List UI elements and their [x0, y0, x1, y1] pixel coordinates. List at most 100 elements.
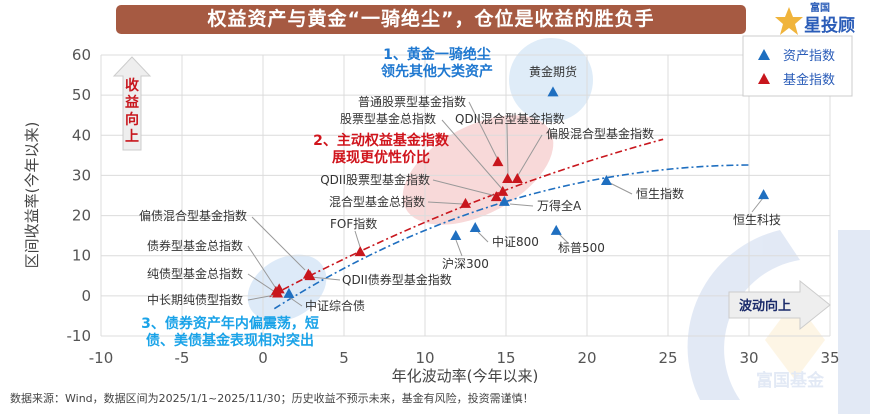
y-axis-label: 区间收益率(今年以来) — [23, 122, 41, 269]
asset-index-point — [758, 189, 770, 200]
annotation-text: 3、债券资产年内偏震荡，短 — [141, 315, 319, 332]
leader-line — [247, 294, 276, 301]
asset-index-point — [550, 224, 562, 235]
annotation-text: 领先其他大类资产 — [381, 63, 493, 80]
y-tick-label: 40 — [72, 126, 91, 144]
leader-line — [432, 179, 497, 197]
point-label: 债券型基金总指数 — [147, 238, 243, 253]
logo: 富国 星投顾 — [770, 2, 865, 38]
leader-line — [441, 119, 504, 191]
x-tick-label: 0 — [258, 349, 268, 367]
fund-index-point — [354, 246, 366, 257]
x-tick-label: 35 — [820, 349, 839, 367]
fund-index-point — [497, 185, 509, 196]
fund-index-point — [511, 173, 523, 184]
point-label: 偏债混合型基金指数 — [139, 208, 247, 223]
asset-index-point — [600, 175, 612, 186]
leader-line — [468, 101, 499, 161]
point-label: 标普500 — [558, 241, 605, 255]
leader-line — [288, 296, 303, 307]
x-tick-label: -5 — [175, 349, 190, 367]
gold-highlight — [509, 38, 593, 122]
fund-index-point — [460, 197, 471, 208]
point-label: FOF指数 — [330, 216, 377, 231]
asset-index-point — [283, 287, 295, 298]
x-tick-label: 15 — [496, 349, 515, 367]
star-icon — [775, 7, 803, 35]
leader-line — [247, 245, 278, 291]
fund-index-point — [490, 191, 502, 202]
leader-line — [427, 201, 464, 205]
annotation-text: 1、黄金一骑绝尘 — [383, 46, 491, 63]
fund-index-point — [272, 287, 284, 298]
leader-line — [477, 231, 489, 243]
y-tick-label: 10 — [72, 247, 91, 265]
x-tick-label: 20 — [577, 349, 596, 367]
legend-label: 资产指数 — [783, 49, 835, 64]
fund-highlight — [402, 115, 554, 225]
x-tick-label: 10 — [415, 349, 434, 367]
fund-index-point — [492, 156, 504, 167]
point-label: 中证综合债 — [305, 298, 365, 313]
fund-index-point — [502, 173, 514, 184]
y-tick-label: 0 — [81, 287, 91, 305]
right-arrow-label: 波动向上 — [739, 298, 791, 314]
point-label: 中长期纯债型指数 — [147, 292, 243, 307]
point-label: 混合型基金总指数 — [329, 194, 425, 209]
chart-title: 权益资产与黄金“一骑绝尘”，仓位是收益的胜负手 — [207, 8, 655, 30]
y-tick-label: 20 — [72, 207, 91, 225]
point-label: 中证800 — [492, 234, 539, 249]
leader-line — [506, 123, 509, 178]
watermark: 富国基金 — [687, 230, 870, 414]
legend-label: 基金指数 — [783, 72, 835, 88]
legend-triangle-icon — [758, 73, 770, 84]
point-label: 沪深300 — [442, 257, 489, 271]
watermark-text: 富国基金 — [756, 370, 825, 391]
point-label: 恒生指数 — [636, 186, 684, 201]
watermark-shape — [687, 230, 800, 400]
watermark-bar — [838, 230, 870, 414]
y-tick-label: 30 — [72, 166, 91, 184]
leader-line — [251, 216, 306, 271]
annotation-text: 展现更优性价比 — [332, 149, 430, 166]
point-label: 恒生科技 — [733, 213, 781, 227]
fund-index-point — [304, 270, 316, 281]
point-label: QDII混合型基金指数 — [455, 111, 565, 126]
y-tick-label: 50 — [72, 86, 91, 104]
point-label: 纯债型基金总指数 — [147, 266, 243, 281]
right-arrow-icon — [728, 279, 831, 331]
x-tick-label: 25 — [658, 349, 677, 367]
asset-index-point — [469, 222, 481, 233]
x-tick-label: 30 — [739, 349, 758, 367]
asset-index-point — [498, 195, 510, 206]
logo-bottom: 星投顾 — [804, 16, 855, 36]
y-tick-label: -10 — [67, 327, 92, 345]
point-label: QDII股票型基金指数 — [320, 172, 430, 187]
leader-line — [310, 276, 341, 281]
leader-line — [751, 197, 764, 213]
annotation-text: 2、主动权益基金指数 — [313, 132, 450, 149]
asset-index-point — [450, 230, 462, 241]
point-label: 偏股混合型基金指数 — [546, 126, 654, 141]
up-arrow-icon — [112, 56, 152, 151]
leader-line — [455, 239, 463, 257]
legend-triangle-icon — [758, 49, 770, 60]
logo-top: 富国 — [810, 3, 830, 14]
y-tick-label: 60 — [72, 46, 91, 64]
x-axis-label: 年化波动率(今年以来) — [392, 367, 539, 385]
point-label: QDII债券型基金指数 — [342, 272, 452, 287]
asset-index-point — [547, 86, 559, 97]
x-tick-label: 5 — [339, 349, 349, 367]
footnote: 数据来源：Wind，数据区间为2025/1/1~2025/11/30；历史收益不… — [10, 392, 534, 405]
leader-line — [509, 203, 534, 207]
legend-box — [742, 35, 853, 97]
chart-title-banner: 权益资产与黄金“一骑绝尘”，仓位是收益的胜负手 — [116, 5, 746, 34]
point-label: 万得全A — [537, 198, 582, 213]
point-label: 股票型基金总指数 — [340, 111, 436, 126]
leader-line — [609, 182, 633, 195]
leader-line — [516, 134, 543, 178]
annotation-text: 债、美债基金表现相对突出 — [146, 332, 314, 349]
point-label: 黄金期货 — [529, 64, 577, 79]
up-arrow-label: 收益向上 — [125, 78, 139, 145]
